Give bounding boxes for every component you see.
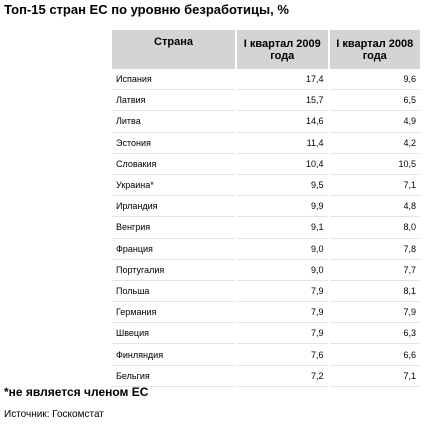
country-cell: Испания	[112, 69, 235, 91]
value-cell: 10,4	[237, 154, 328, 175]
table-row: Венгрия 9,1 8,0	[112, 217, 420, 239]
value-cell: 9,5	[237, 175, 328, 197]
column-header: I квартал 2009 года	[237, 30, 328, 69]
value-cell: 6,6	[329, 344, 420, 366]
value-cell: 7,7	[329, 260, 420, 281]
value-cell: 9,1	[237, 217, 328, 239]
title: Топ-15 стран ЕС по уровню безработицы, %	[4, 2, 289, 17]
table-body: Испания 17,4 9,6 Латвия 15,7 6,5 Литва 14,6 4,9 Э…	[112, 69, 420, 387]
country-cell: Венгрия	[112, 217, 235, 239]
country-cell: Украина*	[112, 175, 235, 197]
country-cell: Швеция	[112, 323, 235, 345]
country-cell: Португалия	[112, 260, 235, 281]
value-cell: 11,4	[237, 133, 328, 154]
value-cell: 7,9	[237, 323, 328, 345]
country-cell: Латвия	[112, 90, 235, 112]
value-cell: 7,9	[237, 302, 328, 324]
table-row: Ирландия 9,9 4,8	[112, 196, 420, 218]
value-cell: 7,6	[237, 344, 328, 366]
value-cell: 10,5	[329, 154, 420, 175]
table-row: Украина* 9,5 7,1	[112, 175, 420, 197]
country-cell: Литва	[112, 111, 235, 133]
footnote: *не является членом ЕС	[4, 385, 149, 399]
value-cell: 15,7	[237, 90, 328, 112]
value-cell: 7,2	[237, 366, 328, 387]
country-cell: Словакия	[112, 154, 235, 175]
value-cell: 9,6	[329, 69, 420, 91]
table-row: Латвия 15,7 6,5	[112, 90, 420, 112]
value-cell: 7,8	[329, 239, 420, 260]
country-cell: Германия	[112, 302, 235, 324]
country-cell: Польша	[112, 281, 235, 303]
value-cell: 7,9	[329, 302, 420, 324]
country-cell: Финляндия	[112, 344, 235, 366]
column-header: I квартал 2008 года	[329, 30, 420, 69]
value-cell: 9,0	[237, 239, 328, 260]
header-row: Страна I квартал 2009 года I квартал 2008 …	[112, 30, 420, 69]
country-cell: Бельгия	[112, 366, 235, 387]
table-row: Испания 17,4 9,6	[112, 69, 420, 91]
table-row: Литва 14,6 4,9	[112, 111, 420, 133]
value-cell: 17,4	[237, 69, 328, 91]
table-row: Словакия 10,4 10,5	[112, 154, 420, 175]
table-row: Швеция 7,9 6,3	[112, 323, 420, 345]
value-cell: 6,3	[329, 323, 420, 345]
value-cell: 14,6	[237, 111, 328, 133]
country-cell: Франция	[112, 239, 235, 260]
table: Страна I квартал 2009 года I квартал 2008 …	[110, 30, 422, 387]
value-cell: 6,5	[329, 90, 420, 112]
table-row: Эстония 11,4 4,2	[112, 133, 420, 154]
value-cell: 9,9	[237, 196, 328, 218]
table-row: Бельгия 7,2 7,1	[112, 366, 420, 387]
value-cell: 9,0	[237, 260, 328, 281]
value-cell: 4,2	[329, 133, 420, 154]
table-row: Финляндия 7,6 6,6	[112, 344, 420, 366]
table-head: Страна I квартал 2009 года I квартал 2008 …	[112, 30, 420, 69]
value-cell: 7,1	[329, 175, 420, 197]
country-cell: Ирландия	[112, 196, 235, 218]
value-cell: 7,1	[329, 366, 420, 387]
source: Источник: Госкомстат	[4, 409, 104, 420]
column-header: Страна	[112, 30, 235, 69]
table-row: Португалия 9,0 7,7	[112, 260, 420, 281]
value-cell: 4,8	[329, 196, 420, 218]
value-cell: 4,9	[329, 111, 420, 133]
table-row: Германия 7,9 7,9	[112, 302, 420, 324]
value-cell: 8,0	[329, 217, 420, 239]
country-cell: Эстония	[112, 133, 235, 154]
value-cell: 7,9	[237, 281, 328, 303]
table-row: Польша 7,9 8,1	[112, 281, 420, 303]
value-cell: 8,1	[329, 281, 420, 303]
table-row: Франция 9,0 7,8	[112, 239, 420, 260]
